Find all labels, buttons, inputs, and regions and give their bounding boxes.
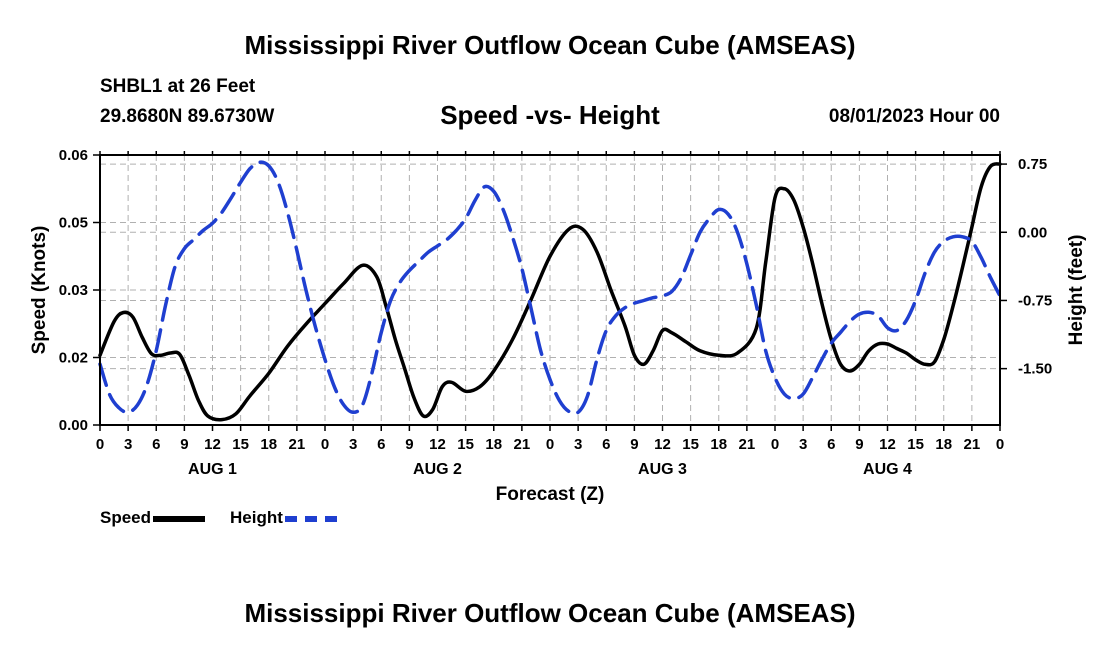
y-tick-label-left: 0.00 (59, 417, 88, 434)
x-tick-label: 3 (574, 436, 582, 453)
x-tick-label: 6 (602, 436, 610, 453)
station-label: SHBL1 at 26 Feet (100, 76, 256, 97)
chart-title: Mississippi River Outflow Ocean Cube (AM… (244, 30, 856, 60)
x-tick-label: 15 (907, 436, 924, 453)
y-tick-label-right: 0.75 (1018, 156, 1047, 173)
day-label: AUG 3 (638, 461, 687, 478)
x-tick-label: 9 (180, 436, 188, 453)
axes: 0 3 6 9 12 15 18 21 0 3 6 9 12 15 18 21 0 3 6 9 12 15 18 21 0 3 6 9… (59, 147, 1052, 478)
x-tick-label: 12 (204, 436, 221, 453)
y-tick-label-right: 0.00 (1018, 224, 1047, 241)
x-tick-label: 3 (799, 436, 807, 453)
series-layer (98, 160, 1002, 422)
grid (100, 155, 1000, 425)
coordinates-label: 29.8680N 89.6730W (100, 106, 275, 127)
x-tick-label: 12 (879, 436, 896, 453)
x-tick-label: 6 (827, 436, 835, 453)
x-tick-label: 12 (429, 436, 446, 453)
y-tick-label-left: 0.06 (59, 147, 88, 164)
x-tick-label: 0 (546, 436, 554, 453)
x-tick-label: 0 (996, 436, 1004, 453)
legend-speed-label: Speed (100, 508, 152, 527)
x-tick-label: 18 (260, 436, 277, 453)
y-tick-label-left: 0.02 (59, 350, 88, 367)
y-axis-label-right: Height (feet) (1066, 235, 1087, 346)
day-label: AUG 4 (863, 461, 912, 478)
speed-series-line (98, 162, 1002, 422)
x-tick-label: 12 (654, 436, 671, 453)
chart-subtitle: Speed -vs- Height (440, 100, 660, 130)
y-tick-label-left: 0.05 (59, 215, 88, 232)
x-tick-label: 18 (935, 436, 952, 453)
legend-speed: Speed (100, 508, 206, 528)
x-tick-label: 9 (405, 436, 413, 453)
day-label: AUG 2 (413, 461, 462, 478)
x-tick-label: 0 (96, 436, 104, 453)
x-tick-label: 15 (682, 436, 699, 453)
legend-height-swatch (284, 515, 337, 522)
y-tick-label-right: -0.75 (1018, 292, 1052, 309)
forecast-datetime: 08/01/2023 Hour 00 (828, 106, 1000, 127)
legend-height-label: Height (230, 508, 283, 527)
x-tick-label: 18 (485, 436, 502, 453)
x-tick-label: 3 (349, 436, 357, 453)
y-tick-label-right: -1.50 (1018, 361, 1052, 378)
x-tick-label: 15 (457, 436, 474, 453)
x-tick-label: 18 (710, 436, 727, 453)
x-tick-label: 0 (321, 436, 329, 453)
x-tick-label: 6 (377, 436, 385, 453)
x-axis-label: Forecast (Z) (496, 484, 605, 505)
x-tick-label: 6 (152, 436, 160, 453)
x-tick-label: 9 (630, 436, 638, 453)
legend-speed-swatch (153, 515, 206, 522)
x-tick-label: 3 (124, 436, 132, 453)
x-tick-label: 15 (232, 436, 249, 453)
x-tick-label: 0 (771, 436, 779, 453)
y-axis-label-left: Speed (Knots) (29, 226, 50, 355)
day-label: AUG 1 (188, 461, 237, 478)
x-tick-label: 21 (514, 436, 531, 453)
height-series-line (98, 160, 1002, 416)
footer-title: Mississippi River Outflow Ocean Cube (AM… (244, 598, 856, 628)
legend-height: Height (230, 508, 337, 528)
y-tick-label-left: 0.03 (59, 282, 88, 299)
x-tick-label: 21 (739, 436, 756, 453)
x-tick-label: 9 (855, 436, 863, 453)
x-tick-label: 21 (289, 436, 306, 453)
x-tick-label: 21 (964, 436, 981, 453)
